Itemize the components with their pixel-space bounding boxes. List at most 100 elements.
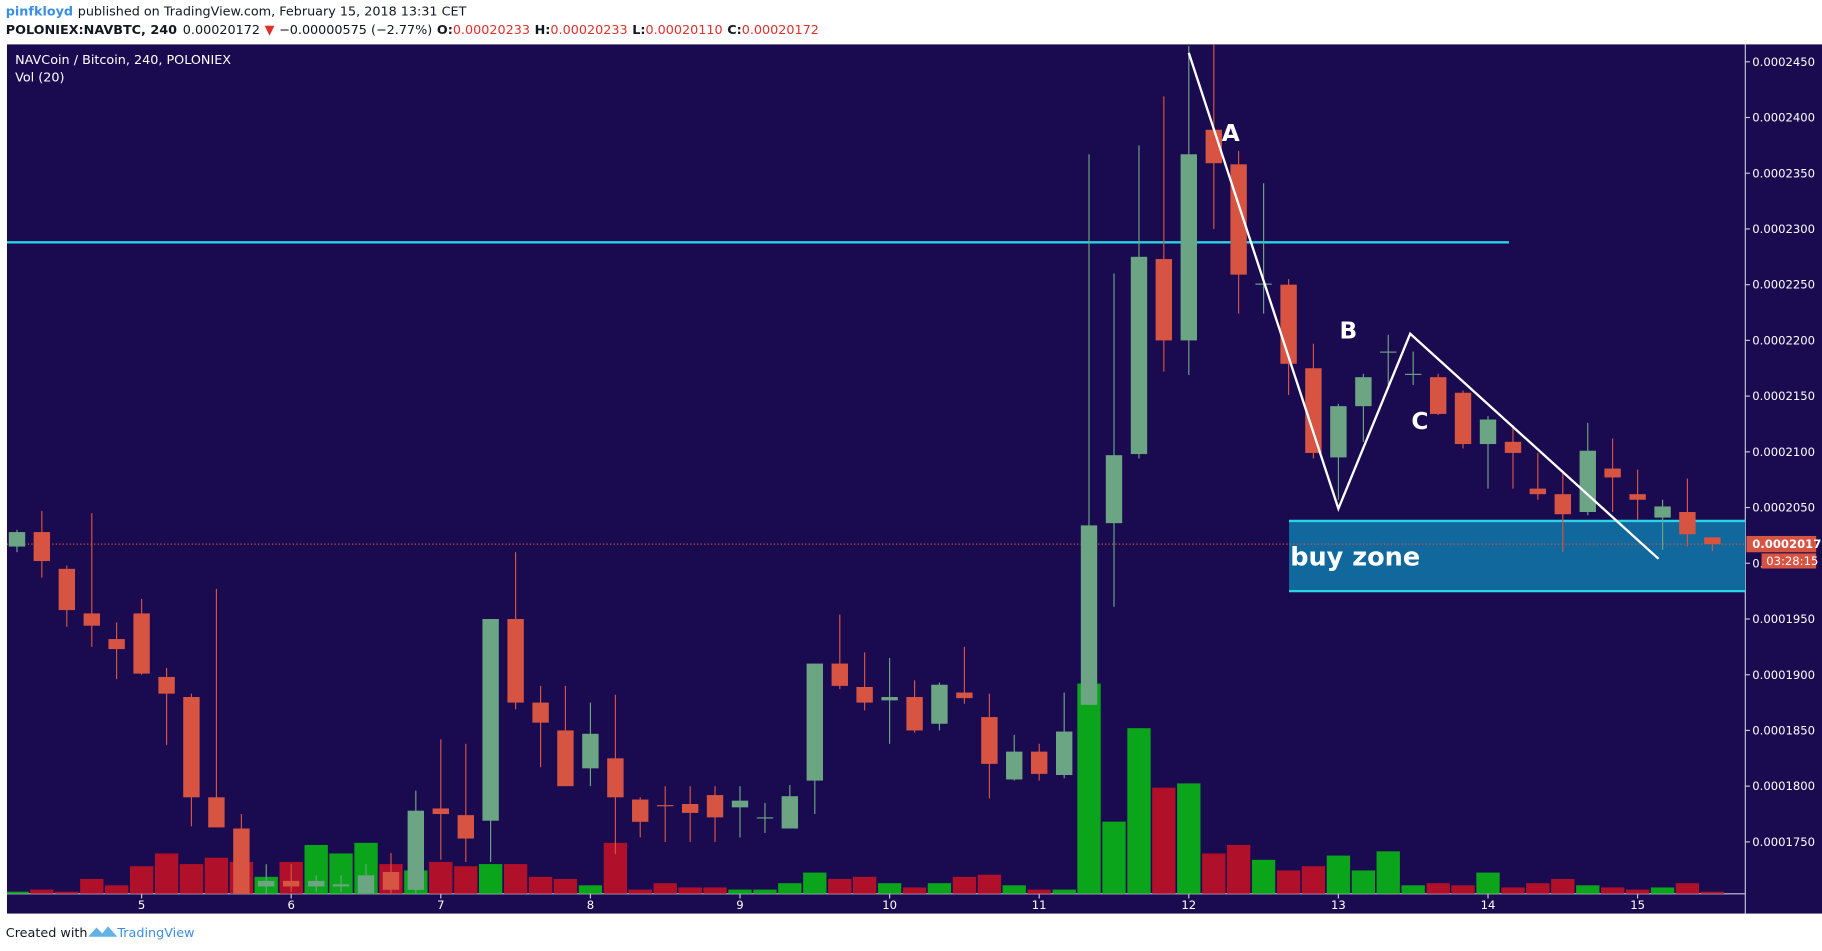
last-price-box xyxy=(1746,535,1817,553)
y-tick-label: 0.0002400 xyxy=(1752,111,1815,125)
volume-bar xyxy=(1526,883,1550,894)
volume-bar xyxy=(1002,885,1026,894)
volume-bar xyxy=(1376,851,1400,894)
annotation-layer: buy zone xyxy=(6,241,1746,593)
volume-bar xyxy=(1650,887,1675,894)
candle-body xyxy=(1280,284,1297,364)
candle-body xyxy=(108,639,125,650)
volume-bar xyxy=(703,887,727,894)
candle-body xyxy=(1704,537,1721,545)
candle-body xyxy=(1479,419,1497,445)
x-tick-label: 13 xyxy=(1331,898,1346,912)
candle-body xyxy=(1105,455,1123,524)
volume-bar xyxy=(1301,866,1326,894)
candle-body xyxy=(1579,450,1596,513)
candle-body xyxy=(33,532,51,562)
volume-bar xyxy=(1102,821,1126,894)
candle-body xyxy=(756,817,774,819)
volume-bar xyxy=(1451,885,1475,894)
volume-bar xyxy=(1576,885,1600,894)
candle-body xyxy=(781,796,799,829)
candle-body xyxy=(532,702,549,723)
volume-bar xyxy=(1600,887,1625,894)
volume-bar xyxy=(1202,853,1226,894)
candle-body xyxy=(1679,512,1696,535)
candle-body xyxy=(307,880,325,887)
volume-bar xyxy=(653,883,677,894)
ohlc-label: O: xyxy=(437,23,453,38)
candle-body xyxy=(58,568,76,611)
x-tick-label: 14 xyxy=(1481,898,1496,912)
x-tick-label: 15 xyxy=(1630,898,1645,912)
candle-body xyxy=(208,797,225,828)
candle-body xyxy=(457,815,474,839)
last-price-label: 0.00020172 xyxy=(1752,537,1822,551)
volume-bar xyxy=(30,889,54,894)
candle-body xyxy=(731,800,749,808)
candle-body xyxy=(258,880,275,887)
ohlc-value: 0.00020110 xyxy=(645,23,722,38)
header-line-1: pinfkloyd published on TradingView.com, F… xyxy=(6,4,467,19)
y-tick-label: 0.0002150 xyxy=(1752,389,1815,403)
candle-body xyxy=(233,828,250,894)
volume-bar xyxy=(6,891,29,894)
volume-bar xyxy=(753,889,777,894)
volume-bar xyxy=(927,883,952,894)
header-line-2: POLONIEX:NAVBTC, 240 0.00020172 ▼ −0.000005… xyxy=(6,23,819,38)
candle-body xyxy=(582,733,599,769)
volume-bar xyxy=(1152,787,1176,894)
candle-body xyxy=(681,803,699,813)
candle-body xyxy=(856,686,873,703)
candle-body xyxy=(1330,406,1347,458)
buy-zone-label: buy zone xyxy=(1290,542,1420,572)
volume-bar xyxy=(952,876,977,894)
arrow: ▼ xyxy=(265,23,275,38)
x-tick-label: 6 xyxy=(288,898,295,912)
price: 0.00020172 xyxy=(183,23,260,38)
volume-bar xyxy=(778,883,802,894)
wave-label: C xyxy=(1411,408,1428,435)
candle-body xyxy=(1155,259,1173,341)
ohlc-value: 0.00020233 xyxy=(453,23,530,38)
volume-bar xyxy=(429,861,453,894)
candle-layer xyxy=(8,44,1721,894)
candle-body xyxy=(1554,494,1571,515)
y-tick-label: 0.0001850 xyxy=(1752,724,1815,738)
candle-body xyxy=(1031,751,1048,774)
volume-bar xyxy=(578,885,603,894)
volume-bar xyxy=(204,857,229,894)
candle-body xyxy=(706,795,724,818)
x-tick-label: 5 xyxy=(138,898,145,912)
wave-label: A xyxy=(1222,120,1240,147)
volume-bar xyxy=(828,878,852,894)
chart-title: NAVCoin / Bitcoin, 240, POLONIEX xyxy=(15,53,231,68)
author[interactable]: pinfkloyd xyxy=(6,4,73,19)
candle-body xyxy=(382,871,400,890)
candle-body xyxy=(133,613,150,674)
candle-body xyxy=(357,875,375,894)
candle-body xyxy=(1629,494,1646,500)
candle-body xyxy=(1305,368,1322,453)
volume-bar xyxy=(728,889,752,894)
volume-bar xyxy=(329,853,353,894)
y-tick-label: 0.0002200 xyxy=(1752,333,1815,347)
volume-bar xyxy=(1052,889,1076,894)
volume-bar xyxy=(1226,844,1251,894)
volume-bar xyxy=(678,887,702,894)
candle-body xyxy=(1654,506,1671,518)
candle-body xyxy=(1405,373,1422,375)
candle-body xyxy=(881,697,898,701)
candle-body xyxy=(1429,377,1447,414)
x-tick-label: 11 xyxy=(1032,898,1047,912)
candle-body xyxy=(1380,351,1397,353)
candle-body xyxy=(432,808,450,815)
change: −0.00000575 (−2.77%) xyxy=(279,23,432,38)
candle-body xyxy=(507,618,524,703)
candle-body xyxy=(8,532,26,547)
candle-body xyxy=(83,613,100,626)
footer-brand[interactable]: TradingView xyxy=(116,926,194,941)
candle-body xyxy=(183,697,200,798)
volume-bar xyxy=(902,887,927,894)
volume-bar xyxy=(1177,783,1201,894)
